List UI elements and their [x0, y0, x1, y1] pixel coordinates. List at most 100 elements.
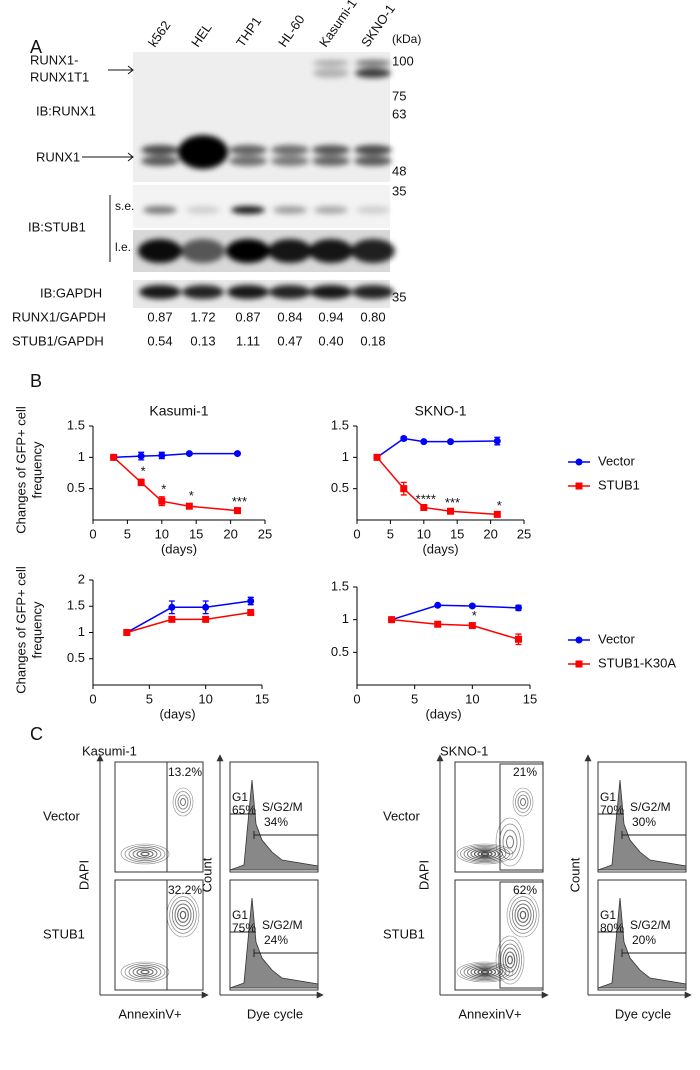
contour — [463, 964, 507, 980]
x-tick-label: 0 — [89, 526, 96, 541]
contour — [473, 849, 497, 859]
contour-plot — [114, 879, 204, 991]
contour — [456, 961, 514, 983]
contour — [174, 903, 192, 927]
point — [168, 603, 176, 611]
point — [434, 601, 442, 609]
ratio-value: 1.72 — [190, 309, 215, 324]
contour — [506, 835, 514, 849]
contour — [175, 791, 191, 813]
gate-label: G1 — [232, 908, 248, 922]
contour — [463, 846, 507, 862]
band — [269, 285, 311, 299]
g1-percent: 70% — [600, 803, 624, 817]
contour — [128, 846, 162, 862]
band — [231, 206, 265, 214]
x-axis-label: (days) — [161, 541, 197, 556]
contour — [171, 899, 195, 931]
plot-frame — [114, 761, 204, 873]
gate — [499, 763, 544, 871]
point — [468, 602, 476, 610]
band — [355, 68, 391, 78]
band — [178, 135, 228, 169]
point — [158, 451, 166, 459]
contour-plot — [454, 761, 544, 873]
x-tick-label: 5 — [411, 691, 418, 706]
contour — [473, 967, 497, 977]
contour — [514, 903, 532, 927]
sg2m-percent: 34% — [264, 815, 288, 829]
contour — [470, 966, 500, 978]
panel-label: C — [30, 724, 43, 744]
y-tick-label: 0.5 — [331, 480, 349, 495]
point — [247, 609, 255, 617]
y-tick-label: 0.5 — [67, 480, 85, 495]
sg2m-gate — [621, 831, 686, 839]
contour — [120, 961, 170, 983]
row-label: Vector — [383, 808, 421, 823]
sg2m-percent: 20% — [632, 933, 656, 947]
x-axis-label: (days) — [422, 541, 458, 556]
point — [493, 437, 501, 445]
contour — [477, 850, 493, 858]
blot-label: RUNX1- — [30, 52, 78, 67]
sg2m-gate — [621, 949, 686, 957]
gate-label: G1 — [600, 790, 616, 804]
x-tick-label: 5 — [387, 526, 394, 541]
x-tick-label: 15 — [255, 691, 269, 706]
blot-label: RUNX1 — [36, 149, 80, 164]
band — [313, 68, 349, 78]
series-line — [126, 600, 251, 634]
x-tick-label: 5 — [124, 526, 131, 541]
gate-label: S/G2/M — [262, 918, 303, 932]
axis-label: Dye cycle — [247, 1006, 303, 1021]
sg2m-gate — [253, 831, 318, 839]
blot-label: IB:RUNX1 — [36, 103, 96, 118]
ratio-value: 0.87 — [147, 309, 172, 324]
band — [354, 145, 392, 155]
sg2m-gate — [253, 949, 318, 957]
x-tick-label: 10 — [417, 526, 431, 541]
band — [138, 239, 182, 263]
y-axis-label: frequency — [29, 601, 44, 659]
band — [312, 156, 350, 166]
contour — [504, 951, 516, 969]
contour — [456, 843, 514, 865]
x-tick-label: 5 — [146, 691, 153, 706]
significance: * — [472, 608, 477, 623]
contour — [136, 968, 154, 976]
contour — [511, 899, 535, 931]
ratio-value: 1.11 — [236, 333, 260, 348]
contour — [497, 939, 523, 981]
band — [312, 145, 350, 155]
point — [514, 604, 522, 612]
point — [185, 502, 193, 510]
y-tick-label: 1.5 — [331, 417, 349, 432]
band — [352, 285, 394, 299]
contour — [499, 823, 521, 861]
blot-label: l.e. — [115, 240, 131, 254]
y-tick-label: 0.5 — [331, 644, 349, 659]
point — [420, 503, 428, 511]
gate-label: S/G2/M — [630, 918, 671, 932]
contour — [509, 896, 537, 934]
contour — [506, 892, 540, 938]
chart-title: SKNO-1 — [414, 403, 466, 419]
panel-label: B — [30, 371, 42, 391]
kda-unit: (kDa) — [392, 32, 421, 46]
contour — [140, 969, 150, 975]
band — [310, 285, 352, 299]
chart-title: Kasumi-1 — [149, 403, 208, 419]
ratio-value: 0.94 — [318, 309, 343, 324]
kda-marker: 35 — [392, 289, 406, 304]
point — [158, 497, 166, 505]
row-label: Vector — [43, 808, 81, 823]
apoptosis-percent: 21% — [513, 765, 537, 779]
point — [202, 615, 210, 623]
significance: **** — [416, 491, 436, 506]
point — [493, 510, 501, 518]
x-tick-label: 0 — [89, 691, 96, 706]
contour — [480, 852, 490, 856]
y-axis-label: Changes of GFP+ cell — [13, 406, 28, 534]
contour — [136, 850, 154, 858]
